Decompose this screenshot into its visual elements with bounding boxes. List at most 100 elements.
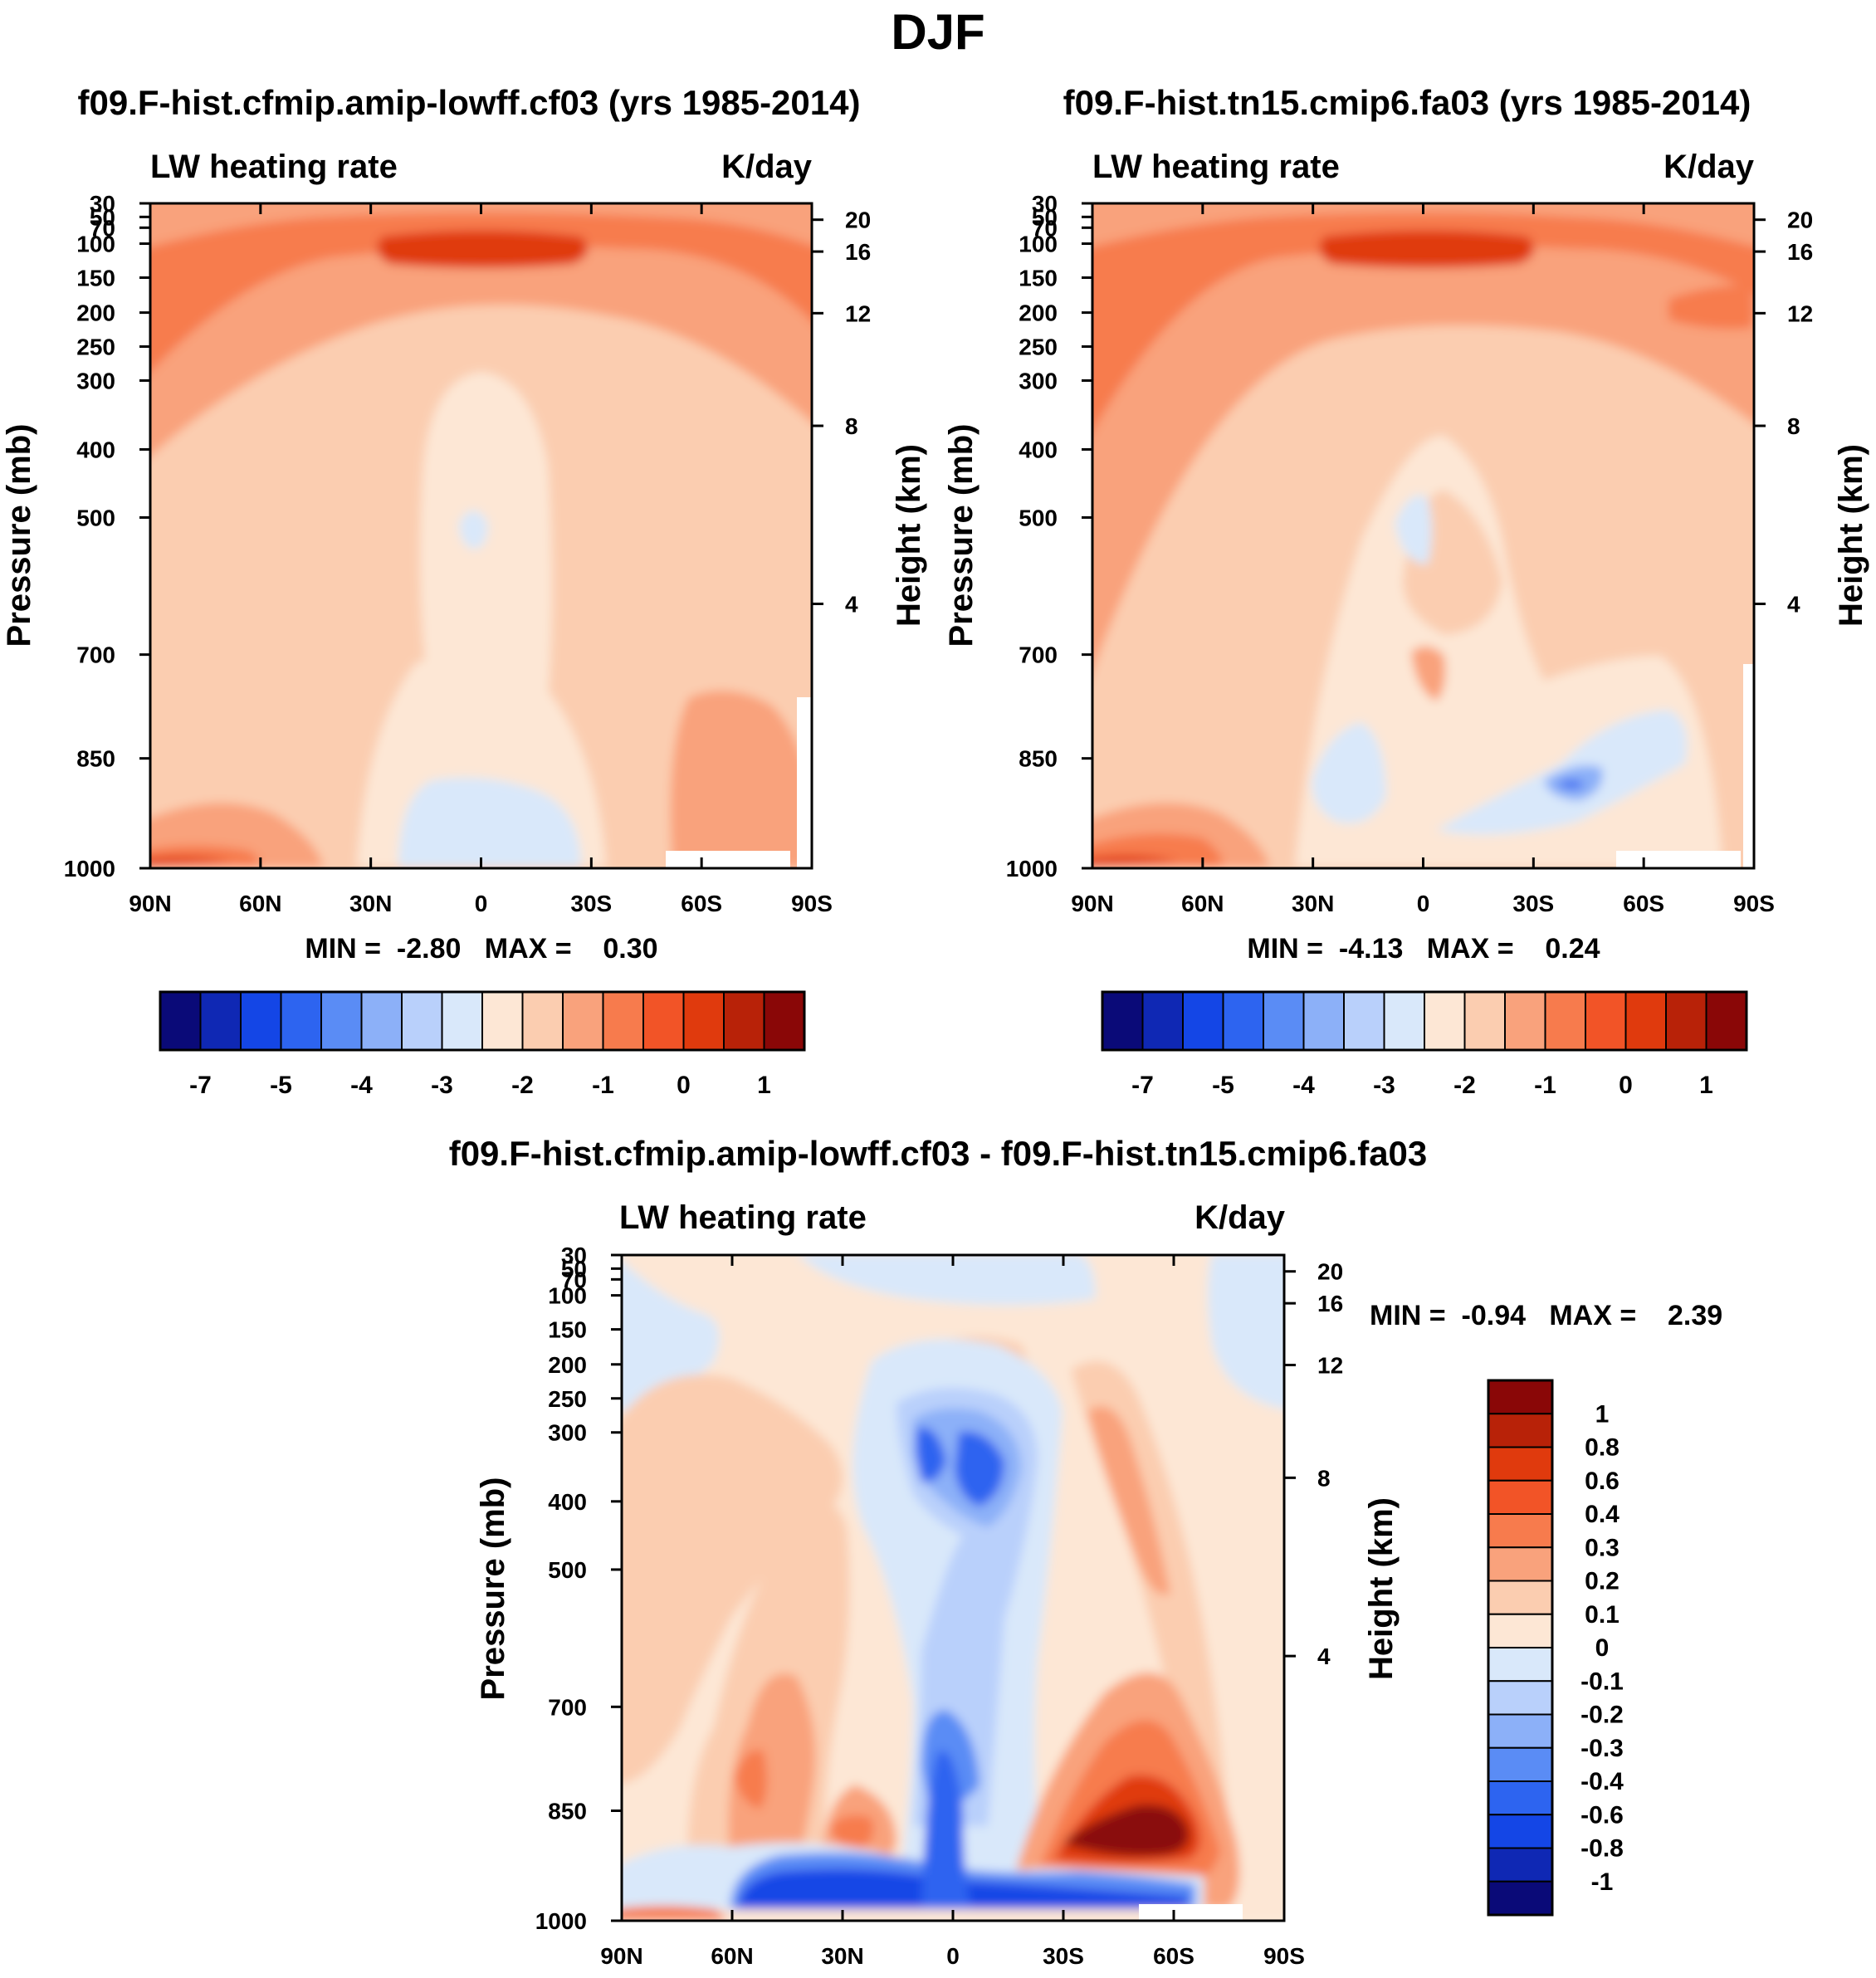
colorbar-frame	[159, 990, 806, 1052]
y-tick-label: 70	[90, 215, 115, 241]
panel3-units-label: K/day	[1194, 1199, 1286, 1236]
colorbar-label: 0.1	[1585, 1601, 1620, 1629]
x-tick-label: 60N	[239, 891, 281, 916]
colorbar-swatch	[1263, 991, 1305, 1051]
y-tick-label: 850	[1019, 746, 1058, 772]
panel3-y-label: Pressure (mb)	[475, 1477, 511, 1701]
y-tick-label: 30	[561, 1243, 587, 1268]
panel2-title: f09.F-hist.tn15.cmip6.fa03 (yrs 1985-201…	[1063, 83, 1751, 122]
y-tick-label: 400	[1019, 437, 1058, 462]
colorbar-swatch	[159, 991, 202, 1051]
colorbar-frame	[1101, 990, 1748, 1052]
colorbar-swatch	[1488, 1680, 1553, 1716]
y-tick-right-label: 4	[1787, 592, 1800, 618]
colorbar-label: 0.4	[1585, 1501, 1620, 1528]
y-tick-label: 300	[76, 368, 115, 393]
colorbar-label: -0.4	[1580, 1768, 1624, 1795]
x-tick-label: 30N	[1292, 891, 1334, 916]
colorbar-label: -0.6	[1580, 1801, 1624, 1829]
colorbar-label: -7	[1131, 1072, 1154, 1099]
colorbar-label: -1	[592, 1072, 614, 1099]
y-tick-right-label: 20	[845, 208, 871, 233]
colorbar-label: -1	[1534, 1072, 1556, 1099]
y-tick-label: 500	[548, 1557, 587, 1583]
colorbar-label: -0.3	[1580, 1735, 1624, 1762]
colorbar-label: -7	[189, 1072, 212, 1099]
panel2: 90N 60N 30N 0 30S 60S 90S305070100150200250300…	[943, 149, 1869, 1099]
panel3-contours	[622, 1255, 1284, 1921]
colorbar-swatch	[1488, 1413, 1553, 1448]
colorbar-swatch	[642, 991, 685, 1051]
y-tick-label: 850	[76, 746, 115, 772]
colorbar-swatch	[1488, 1446, 1553, 1482]
y-tick-label: 250	[76, 335, 115, 360]
y-tick-right-label: 8	[1317, 1465, 1331, 1491]
colorbar-swatch	[1463, 991, 1506, 1051]
x-tick-label: 90S	[1263, 1943, 1305, 1969]
panel1-units-label: K/day	[721, 149, 813, 185]
colorbar-swatch	[1488, 1513, 1553, 1549]
y-tick-label: 1000	[535, 1908, 587, 1934]
colorbar-swatch	[562, 991, 604, 1051]
y-tick-label: 500	[1019, 505, 1058, 530]
colorbar-label: -3	[1373, 1072, 1395, 1099]
x-tick-label: 30S	[570, 891, 612, 916]
colorbar-swatch	[1343, 991, 1385, 1051]
colorbar-label: -0.2	[1580, 1702, 1624, 1729]
colorbar-label: 1	[1595, 1400, 1610, 1428]
colorbar-label: -2	[1453, 1072, 1476, 1099]
x-tick-label: 60S	[1623, 891, 1664, 916]
y-tick-label: 100	[76, 232, 115, 257]
x-tick-label: 90N	[600, 1943, 642, 1969]
colorbar-swatch	[360, 991, 403, 1051]
y-tick-label: 70	[561, 1267, 587, 1292]
colorbar-swatch	[1488, 1380, 1553, 1415]
y-tick-label: 400	[548, 1489, 587, 1515]
panel1-variable-label: LW heating rate	[150, 149, 398, 185]
colorbar-label: 0.6	[1585, 1468, 1620, 1495]
colorbar-label: -0.8	[1580, 1835, 1624, 1863]
panel2-variable-label: LW heating rate	[1092, 149, 1340, 185]
colorbar-swatch	[1665, 991, 1707, 1051]
x-tick-label: 0	[1417, 891, 1430, 916]
panel2-units-label: K/day	[1663, 149, 1755, 185]
colorbar-swatch	[1488, 1479, 1553, 1515]
colorbar-swatch	[1102, 991, 1144, 1051]
y-tick-label: 50	[1032, 204, 1058, 230]
colorbar-label: -4	[350, 1072, 373, 1099]
colorbar-swatch	[1488, 1713, 1553, 1749]
colorbar-swatch	[1383, 991, 1425, 1051]
colorbar-label: -3	[431, 1072, 453, 1099]
colorbar-swatch	[1504, 991, 1546, 1051]
y-tick-label: 30	[90, 191, 115, 217]
panel3: 90N 60N 30N 0 30S 60S 90S305070100150200250300…	[475, 1199, 1722, 1969]
colorbar-swatch	[1488, 1880, 1553, 1916]
colorbar-swatch	[602, 991, 644, 1051]
colorbar-swatch	[1544, 991, 1586, 1051]
y-tick-right-label: 4	[1317, 1643, 1331, 1669]
x-tick-label: 0	[475, 891, 488, 916]
x-tick-label: 0	[946, 1943, 960, 1969]
colorbar-swatch	[1585, 991, 1627, 1051]
x-tick-label: 90N	[1071, 891, 1113, 916]
y-tick-label: 400	[76, 437, 115, 462]
colorbar-swatch	[1182, 991, 1224, 1051]
colorbar-label: 0	[1595, 1634, 1610, 1662]
panel1-min-max: MIN = -2.80 MAX = 0.30	[305, 933, 657, 965]
y-tick-label: 200	[76, 300, 115, 326]
colorbar-label: -5	[1212, 1072, 1234, 1099]
y-tick-label: 1000	[1006, 856, 1058, 882]
y-tick-right-label: 12	[845, 300, 871, 326]
colorbar-swatch	[1624, 991, 1667, 1051]
y-tick-right-label: 12	[1317, 1352, 1343, 1378]
colorbar-swatch	[1141, 991, 1184, 1051]
colorbar-swatch	[682, 991, 725, 1051]
y-tick-right-label: 8	[845, 413, 858, 439]
colorbar-label: 0.8	[1585, 1434, 1620, 1462]
colorbar-swatch	[1705, 991, 1747, 1051]
panel1-y-label-right: Height (km)	[891, 444, 927, 627]
x-tick-label: 90S	[1733, 891, 1775, 916]
